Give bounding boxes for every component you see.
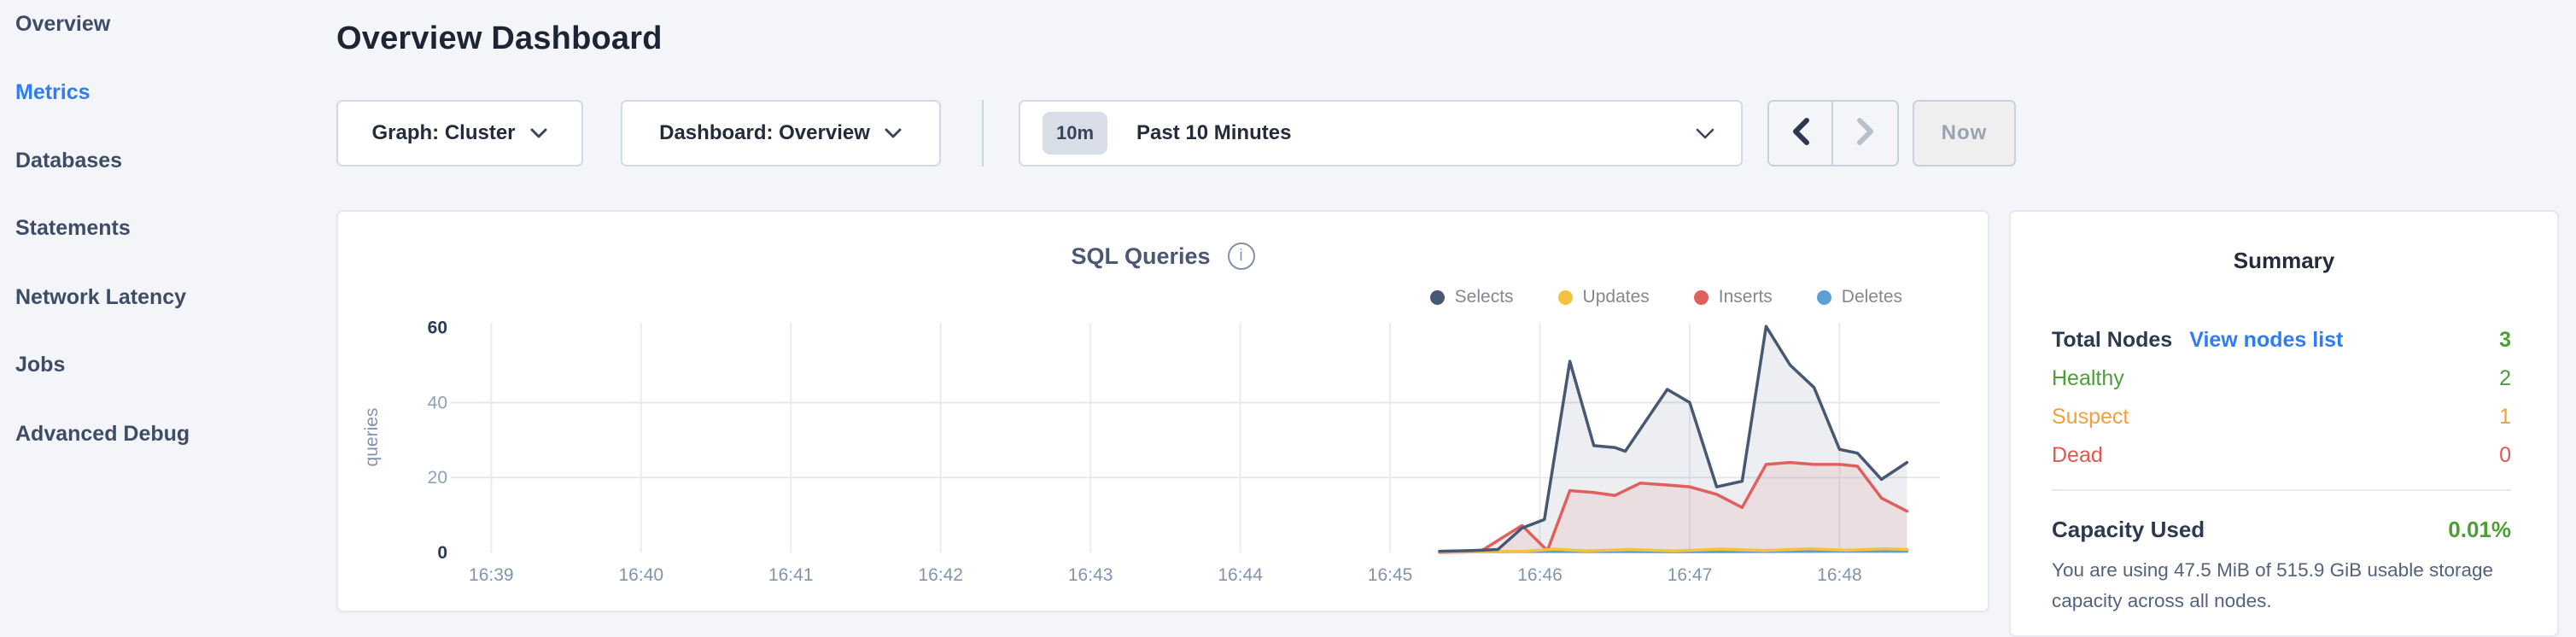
- dead-value: 0: [2499, 443, 2511, 467]
- summary-rows: Total Nodes View nodes list 3 Healthy 2 …: [2052, 321, 2511, 475]
- svg-text:16:45: 16:45: [1368, 565, 1413, 585]
- sidebar-item-network-latency[interactable]: Network Latency: [15, 284, 187, 309]
- legend-label: Deletes: [1841, 287, 1902, 307]
- legend-label: Selects: [1454, 287, 1514, 307]
- suspect-label: Suspect: [2052, 405, 2129, 429]
- chart-legend: Selects Updates Inserts Deletes: [1429, 287, 1902, 307]
- summary-divider: [2052, 489, 2511, 491]
- legend-label: Updates: [1582, 287, 1650, 307]
- dashboard-dropdown-label: Dashboard: Overview: [659, 121, 870, 144]
- healthy-label: Healthy: [2052, 366, 2124, 390]
- total-nodes-row: Total Nodes View nodes list 3: [2052, 321, 2511, 359]
- svg-text:40: 40: [428, 393, 447, 412]
- chevron-down-icon: [1695, 127, 1715, 140]
- chevron-left-icon: [1790, 117, 1811, 150]
- healthy-nodes-row: Healthy 2: [2052, 359, 2511, 398]
- svg-text:16:41: 16:41: [768, 565, 814, 585]
- time-step-buttons: [1767, 100, 1899, 167]
- total-nodes-label: Total Nodes: [2052, 328, 2173, 352]
- sidebar-item-metrics[interactable]: Metrics: [15, 79, 91, 104]
- svg-text:16:42: 16:42: [918, 565, 963, 585]
- updates-series-dot: [1557, 289, 1573, 305]
- healthy-value: 2: [2499, 366, 2511, 390]
- graph-dropdown[interactable]: Graph: Cluster: [336, 100, 583, 167]
- chart-title: SQL Queries: [1071, 243, 1211, 269]
- sql-queries-chart: 16:39 16:40 16:41 16:42 16:43 16:44 16:45 16:46…: [362, 318, 1940, 585]
- sidebar-item-advanced-debug[interactable]: Advanced Debug: [15, 421, 190, 446]
- previous-time-window-button[interactable]: [1769, 102, 1833, 165]
- svg-text:16:39: 16:39: [469, 565, 514, 585]
- svg-text:16:44: 16:44: [1218, 565, 1263, 585]
- capacity-used-value: 0.01%: [2448, 516, 2511, 542]
- legend-item-inserts[interactable]: Inserts: [1693, 287, 1773, 307]
- svg-text:16:40: 16:40: [619, 565, 664, 585]
- legend-item-selects[interactable]: Selects: [1429, 287, 1514, 307]
- chevron-right-icon: [1855, 117, 1876, 150]
- selects-series-dot: [1429, 289, 1445, 305]
- svg-text:20: 20: [428, 468, 447, 488]
- chevron-down-icon: [529, 127, 548, 139]
- page-title: Overview Dashboard: [336, 20, 663, 56]
- suspect-nodes-row: Suspect 1: [2052, 398, 2511, 436]
- sidebar: Overview Metrics Databases Statements Ne…: [0, 0, 335, 623]
- summary-title: Summary: [2233, 248, 2335, 273]
- legend-item-deletes[interactable]: Deletes: [1816, 287, 1902, 307]
- time-range-badge: 10m: [1043, 112, 1108, 155]
- now-button[interactable]: Now: [1913, 100, 2016, 167]
- sidebar-item-databases[interactable]: Databases: [15, 148, 123, 172]
- sidebar-item-statements[interactable]: Statements: [15, 215, 131, 240]
- capacity-note: You are using 47.5 MiB of 515.9 GiB usab…: [2052, 559, 2494, 611]
- svg-text:0: 0: [437, 543, 447, 563]
- svg-text:16:43: 16:43: [1068, 565, 1113, 585]
- svg-text:16:47: 16:47: [1668, 565, 1713, 585]
- view-nodes-list-link[interactable]: View nodes list: [2189, 328, 2344, 352]
- dead-nodes-row: Dead 0: [2052, 436, 2511, 475]
- svg-text:16:46: 16:46: [1517, 565, 1563, 585]
- summary-panel: Summary Total Nodes View nodes list 3 He…: [2009, 210, 2559, 637]
- legend-label: Inserts: [1718, 287, 1773, 307]
- sql-queries-panel: SQL Queries i Selects Updates Inserts De…: [336, 210, 1989, 612]
- dead-label: Dead: [2052, 443, 2103, 467]
- next-time-window-button[interactable]: [1833, 102, 1897, 165]
- dashboard-dropdown[interactable]: Dashboard: Overview: [621, 100, 941, 167]
- graph-dropdown-label: Graph: Cluster: [371, 121, 516, 144]
- controls-divider: [982, 100, 984, 167]
- suspect-value: 1: [2499, 405, 2511, 429]
- legend-item-updates[interactable]: Updates: [1557, 287, 1650, 307]
- chevron-down-icon: [884, 127, 902, 139]
- chart-header: SQL Queries i: [338, 243, 1988, 270]
- total-nodes-value: 3: [2499, 328, 2511, 352]
- capacity-used-label: Capacity Used: [2052, 516, 2205, 542]
- capacity-used-row: Capacity Used 0.01%: [2052, 512, 2511, 546]
- time-range-label: Past 10 Minutes: [1136, 121, 1292, 144]
- inserts-series-dot: [1693, 289, 1709, 305]
- sidebar-item-overview[interactable]: Overview: [15, 11, 111, 36]
- sidebar-item-jobs[interactable]: Jobs: [15, 352, 66, 377]
- svg-text:16:48: 16:48: [1817, 565, 1862, 585]
- time-range-dropdown[interactable]: 10m Past 10 Minutes: [1019, 100, 1743, 167]
- svg-text:queries: queries: [362, 408, 382, 467]
- info-icon[interactable]: i: [1227, 243, 1255, 270]
- deletes-series-dot: [1816, 289, 1831, 305]
- svg-text:60: 60: [428, 318, 447, 338]
